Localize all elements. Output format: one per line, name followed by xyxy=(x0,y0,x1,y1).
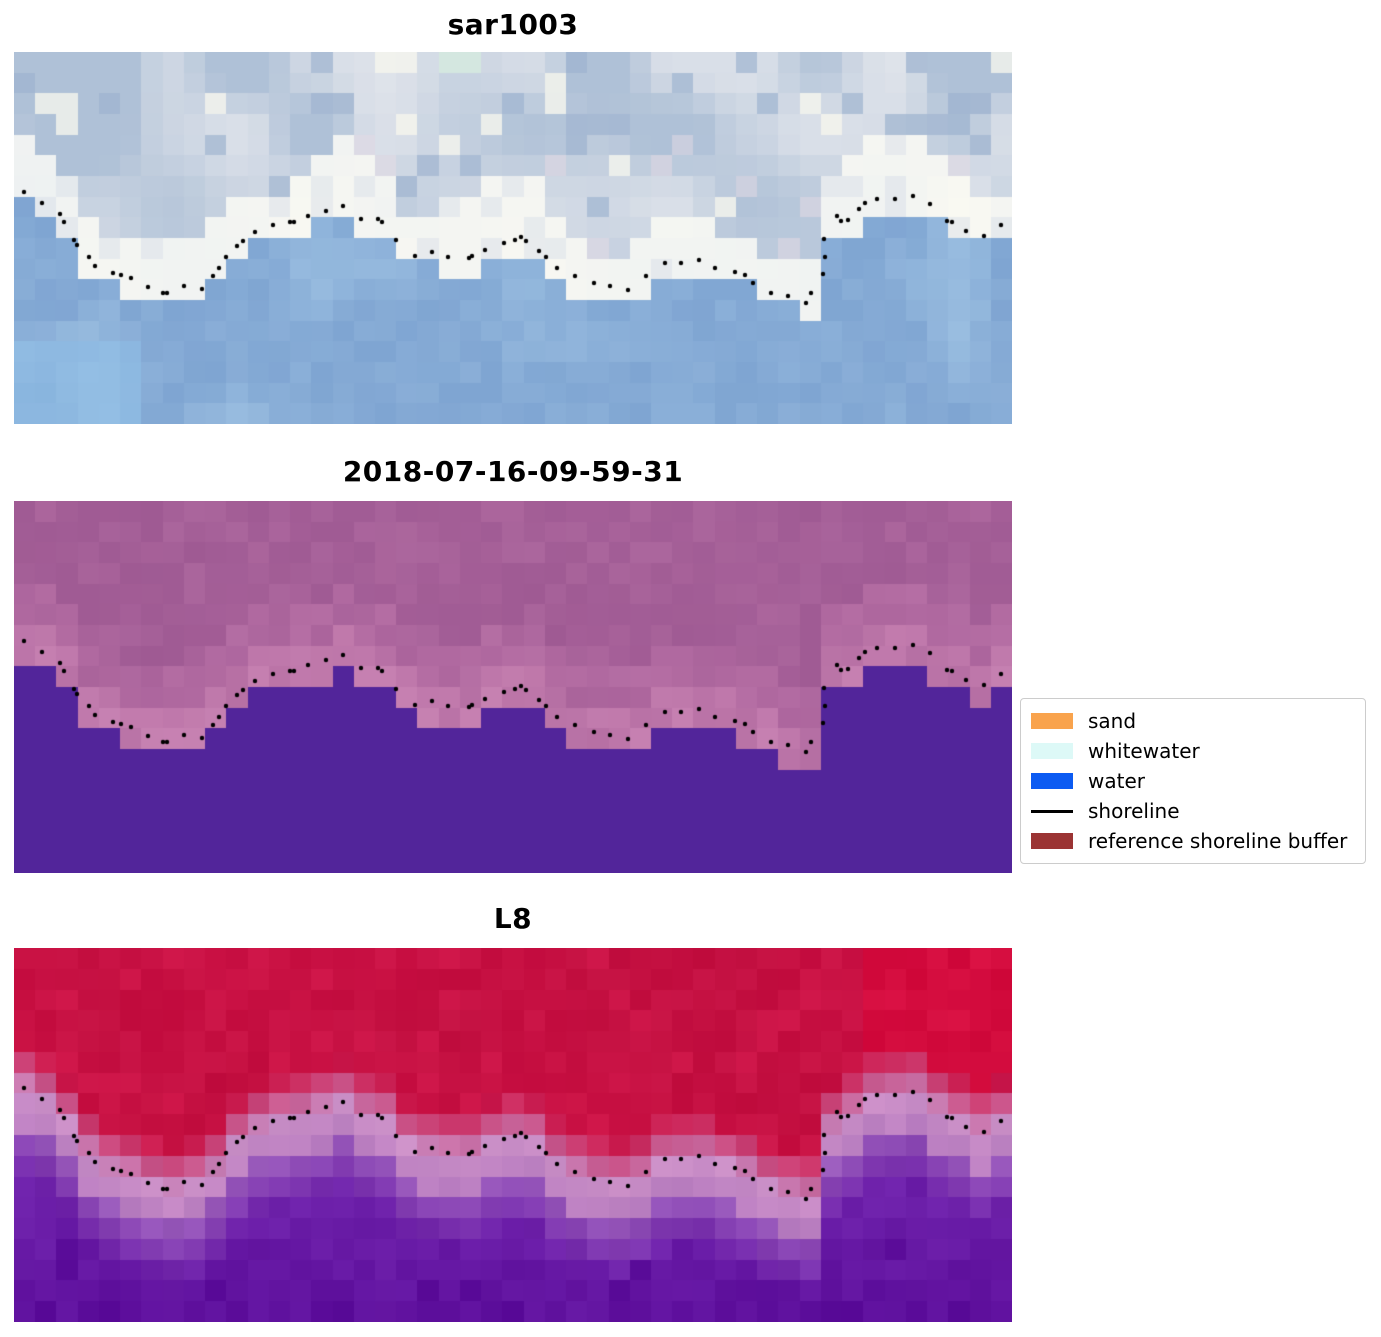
legend-row-whitewater: whitewater xyxy=(1031,736,1355,766)
legend-label-sand: sand xyxy=(1088,709,1137,733)
reference-buffer-swatch-icon xyxy=(1031,833,1073,849)
legend-label-whitewater: whitewater xyxy=(1088,739,1200,763)
panel-image-classified xyxy=(14,501,1012,873)
legend-row-water: water xyxy=(1031,766,1355,796)
panel-title-l8: L8 xyxy=(493,902,533,935)
shoreline-line-icon xyxy=(1031,809,1073,813)
panel-title-sar1003: sar1003 xyxy=(447,8,579,41)
legend-row-reference-buffer: reference shoreline buffer xyxy=(1031,826,1355,856)
legend-row-shoreline: shoreline xyxy=(1031,796,1355,826)
panel-image-l8 xyxy=(14,948,1012,1322)
legend-row-sand: sand xyxy=(1031,706,1355,736)
whitewater-swatch-icon xyxy=(1031,743,1073,759)
legend: sand whitewater water shoreline referenc… xyxy=(1020,698,1366,864)
legend-label-water: water xyxy=(1088,769,1145,793)
panel-image-sar1003 xyxy=(14,52,1012,424)
panel-title-date: 2018-07-16-09-59-31 xyxy=(342,455,684,488)
sand-swatch-icon xyxy=(1031,713,1073,729)
legend-label-reference-buffer: reference shoreline buffer xyxy=(1088,829,1348,853)
legend-label-shoreline: shoreline xyxy=(1088,799,1180,823)
water-swatch-icon xyxy=(1031,773,1073,789)
